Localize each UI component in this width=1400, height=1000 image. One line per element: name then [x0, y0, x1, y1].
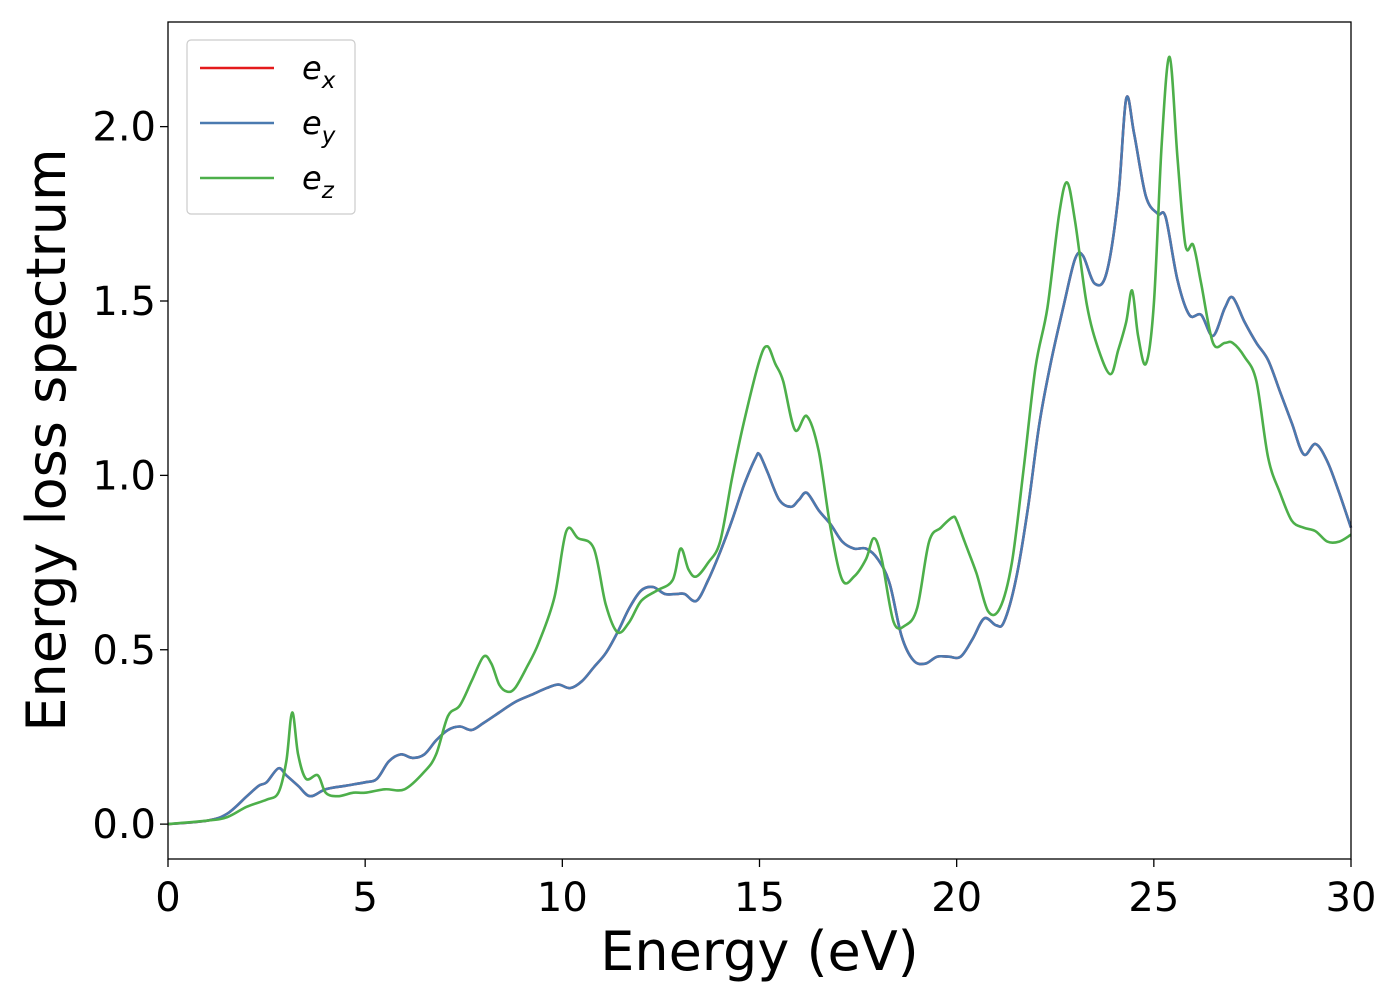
y-tick-label: 0.0 — [92, 802, 156, 848]
legend-label-subscript: x — [321, 68, 336, 94]
x-tick-label: 25 — [1128, 875, 1179, 921]
y-tick-label: 1.0 — [92, 453, 156, 499]
series-line-ey — [167, 95, 1353, 826]
x-tick-label: 30 — [1326, 875, 1377, 921]
y-tick-label: 2.0 — [92, 105, 156, 151]
x-tick-label: 20 — [931, 875, 982, 921]
legend-label-subscript: z — [321, 178, 335, 204]
y-axis-ticks: 0.0 0.5 1.0 1.5 2.0 — [92, 105, 168, 848]
y-axis-label: Energy loss spectrum — [15, 148, 78, 731]
y-tick-label: 1.5 — [92, 279, 156, 325]
legend-label-main: e — [302, 49, 322, 87]
legend-box — [186, 39, 356, 215]
legend-label-main: e — [302, 159, 322, 197]
legend-label-ez: ez — [302, 159, 335, 204]
x-tick-label: 15 — [734, 875, 785, 921]
x-tick-label: 0 — [155, 875, 180, 921]
x-axis-ticks: 0 5 10 15 20 25 30 — [155, 859, 1376, 921]
x-tick-label: 5 — [352, 875, 377, 921]
plot-area — [168, 22, 1351, 859]
x-tick-label: 10 — [537, 875, 588, 921]
legend-label-ex: ex — [302, 49, 336, 94]
legend-label-subscript: y — [321, 123, 336, 149]
series-layer — [167, 55, 1353, 826]
legend-label-ey: ey — [302, 104, 336, 149]
x-axis-label: Energy (eV) — [600, 920, 919, 983]
legend-label-main: e — [302, 104, 322, 142]
y-tick-label: 0.5 — [92, 628, 156, 674]
series-line-ez — [167, 55, 1352, 826]
